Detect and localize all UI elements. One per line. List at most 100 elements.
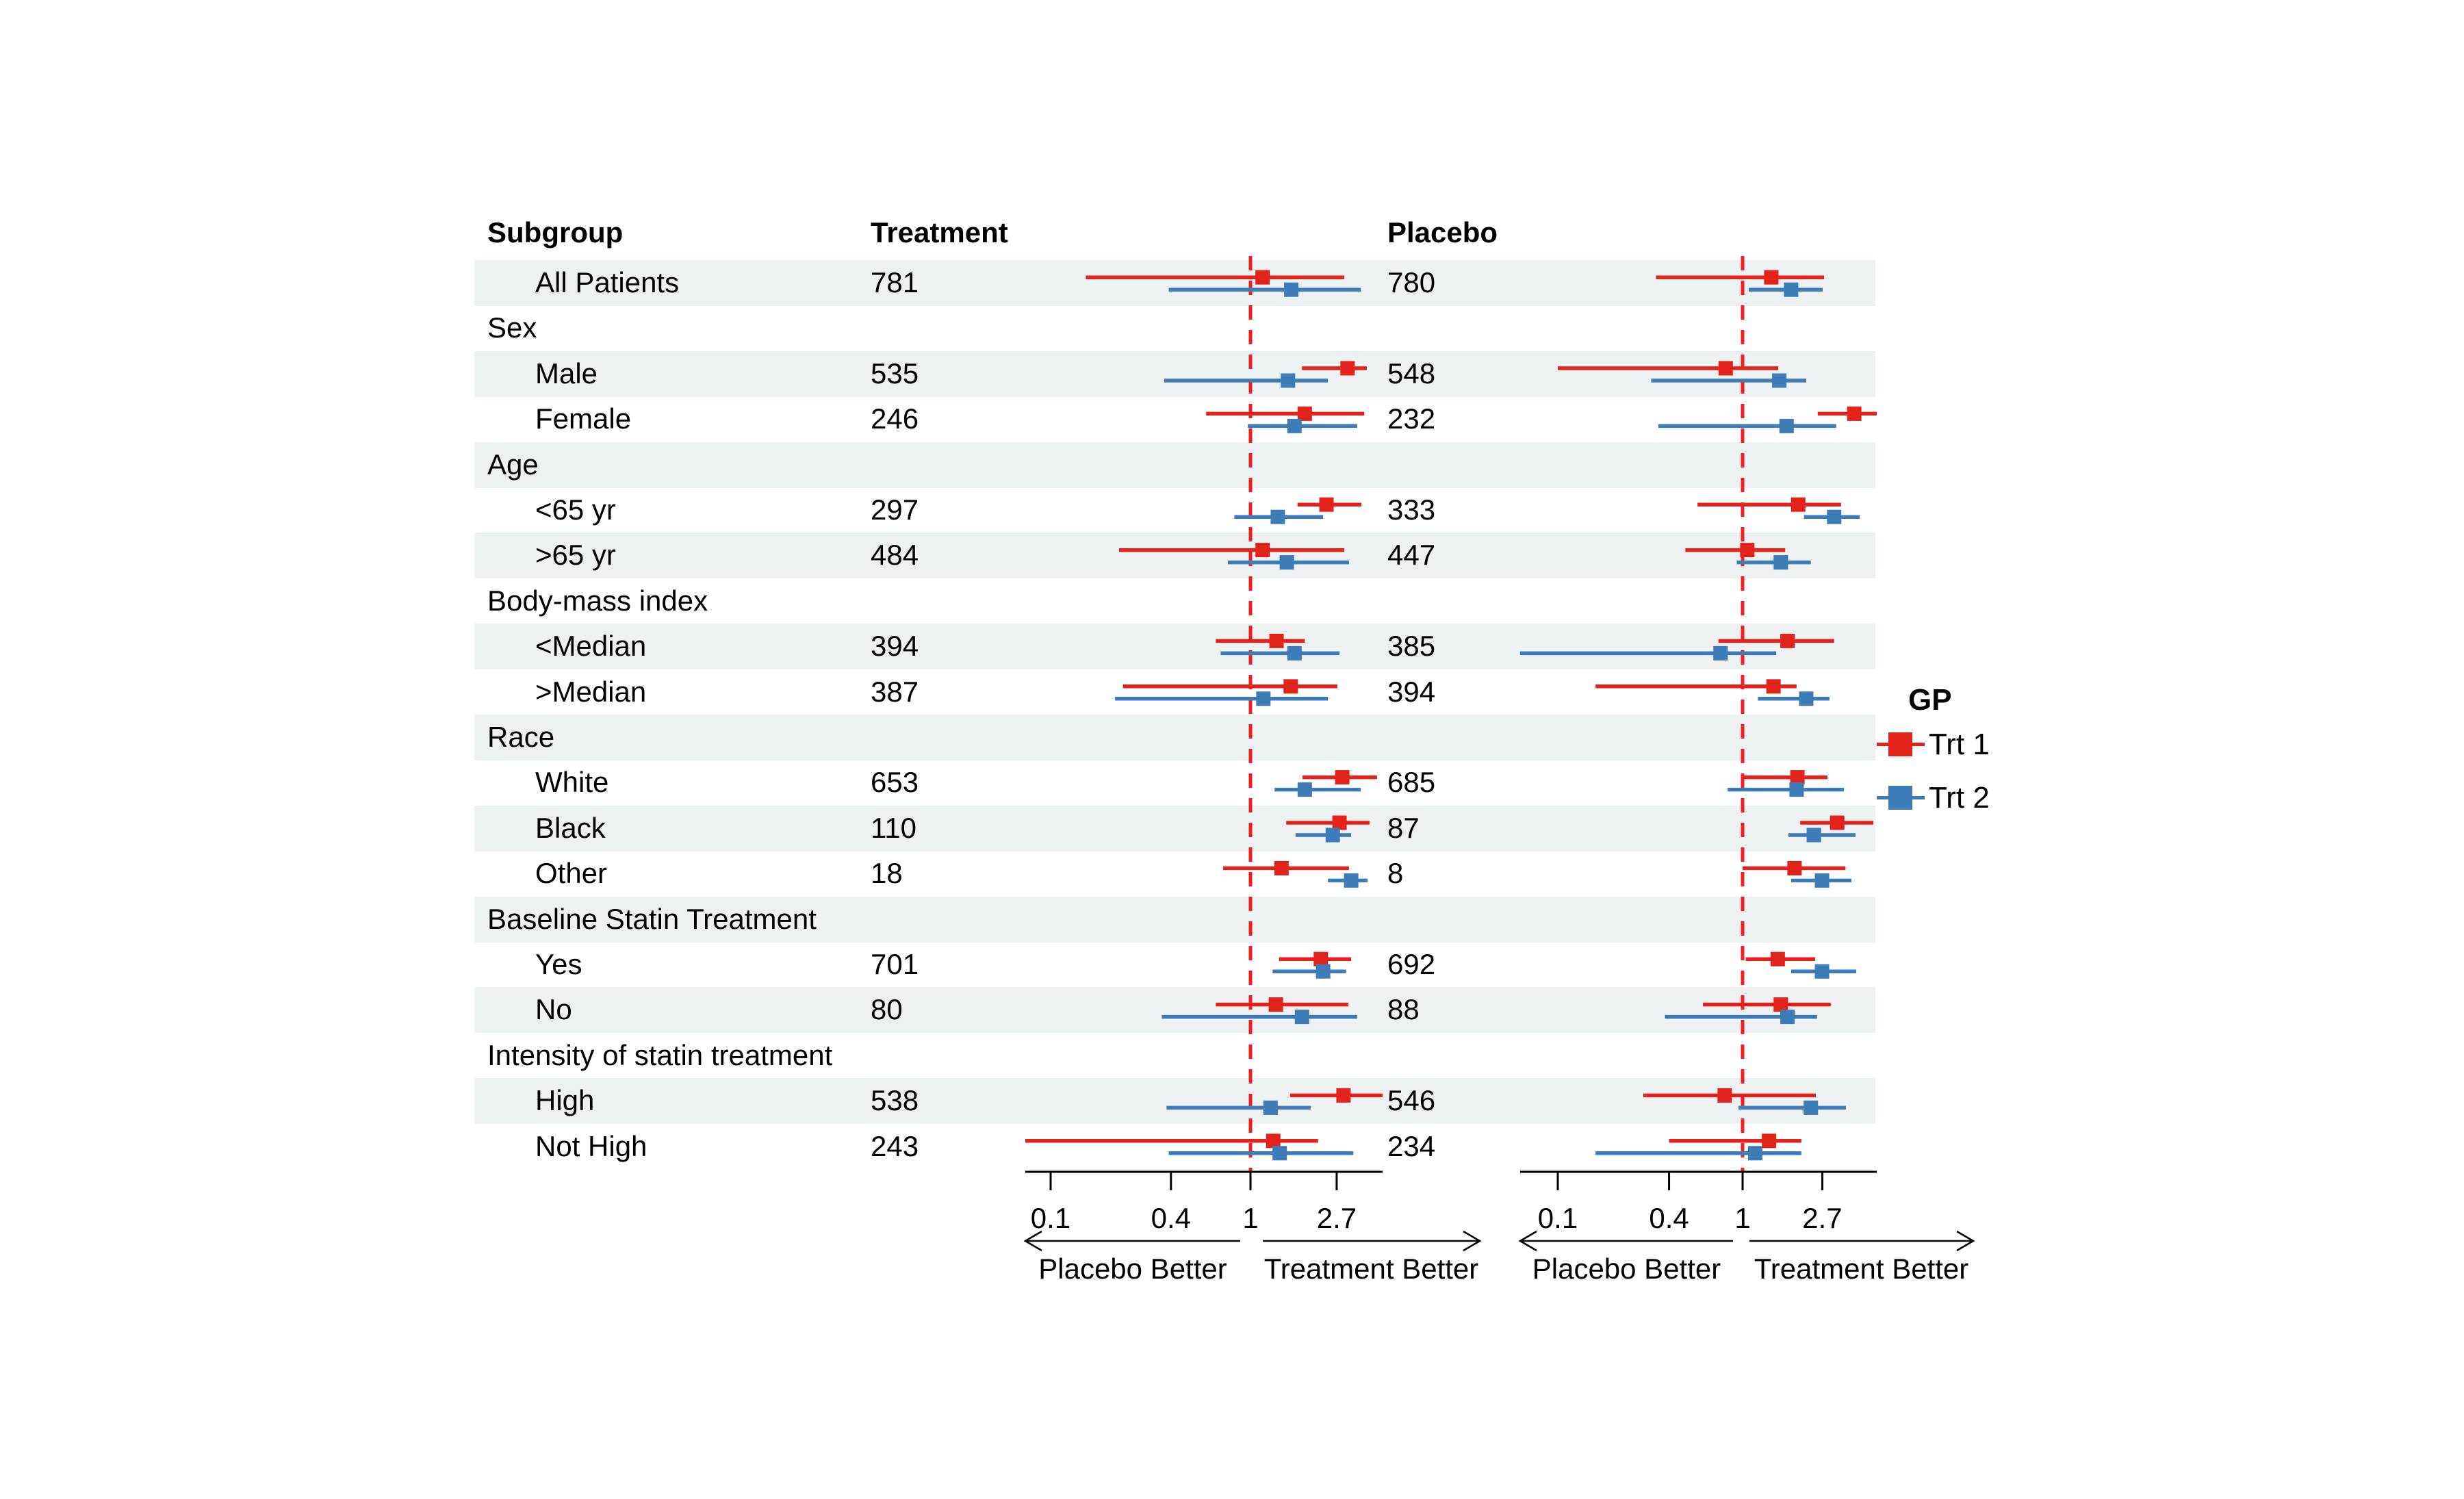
point-estimate-trt2 bbox=[1773, 555, 1788, 570]
row-band bbox=[474, 805, 1875, 851]
point-estimate-trt1 bbox=[1319, 497, 1334, 512]
direction-label-right: Treatment Better bbox=[1754, 1253, 1969, 1285]
placebo-count: 685 bbox=[1387, 766, 1436, 799]
point-estimate-trt2 bbox=[1814, 873, 1830, 888]
point-estimate-trt2 bbox=[1806, 828, 1821, 843]
point-estimate-trt2 bbox=[1784, 282, 1799, 297]
axis-tick-label: 1 bbox=[1734, 1202, 1750, 1234]
point-estimate-trt1 bbox=[1740, 543, 1755, 558]
point-estimate-trt2 bbox=[1279, 555, 1294, 570]
point-estimate-trt1 bbox=[1268, 997, 1283, 1012]
row-band bbox=[474, 350, 1875, 397]
point-estimate-trt2 bbox=[1779, 418, 1794, 433]
legend-title: GP bbox=[1908, 683, 1952, 717]
point-estimate-trt2 bbox=[1713, 645, 1728, 661]
section-label: Baseline Statin Treatment bbox=[487, 902, 817, 935]
point-estimate-trt1 bbox=[1269, 633, 1284, 648]
subgroup-label: Black bbox=[535, 811, 606, 844]
treatment-count: 297 bbox=[871, 494, 919, 526]
direction-label-right: Treatment Better bbox=[1264, 1253, 1479, 1285]
point-estimate-trt2 bbox=[1344, 873, 1359, 888]
treatment-count: 394 bbox=[871, 630, 919, 663]
row-band bbox=[474, 987, 1875, 1034]
placebo-count: 447 bbox=[1387, 539, 1436, 572]
point-estimate-trt2 bbox=[1272, 1146, 1287, 1161]
row-band bbox=[474, 533, 1875, 579]
row-band bbox=[474, 441, 1875, 488]
point-estimate-trt2 bbox=[1814, 964, 1830, 979]
subgroup-label: Not High bbox=[535, 1129, 647, 1162]
point-estimate-trt1 bbox=[1335, 770, 1350, 785]
treatment-count: 243 bbox=[871, 1129, 919, 1162]
axis-tick-label: 2.7 bbox=[1802, 1202, 1842, 1234]
placebo-count: 234 bbox=[1387, 1129, 1436, 1162]
point-estimate-trt2 bbox=[1263, 1100, 1278, 1115]
row-band bbox=[474, 624, 1875, 670]
point-estimate-trt2 bbox=[1827, 509, 1842, 524]
subgroup-label: <65 yr bbox=[535, 494, 616, 526]
placebo-count: 385 bbox=[1387, 630, 1436, 663]
row-band bbox=[474, 260, 1875, 306]
point-estimate-trt1 bbox=[1255, 270, 1270, 285]
section-label: Body-mass index bbox=[487, 584, 708, 617]
subgroup-label: <Median bbox=[535, 630, 647, 663]
direction-label-left: Placebo Better bbox=[1038, 1253, 1227, 1285]
left-arrowhead-icon bbox=[1518, 1230, 1537, 1252]
axis-tick-label: 0.4 bbox=[1649, 1202, 1689, 1234]
section-label: Intensity of statin treatment bbox=[487, 1038, 833, 1071]
subgroup-label: No bbox=[535, 993, 572, 1026]
placebo-count: 87 bbox=[1387, 811, 1420, 844]
left-arrowhead-icon bbox=[1023, 1230, 1042, 1252]
point-estimate-trt2 bbox=[1804, 1100, 1819, 1115]
placebo-count: 88 bbox=[1387, 993, 1420, 1026]
point-estimate-trt2 bbox=[1297, 782, 1312, 797]
point-estimate-trt1 bbox=[1717, 1088, 1732, 1103]
row-band bbox=[474, 896, 1875, 943]
point-estimate-trt2 bbox=[1284, 282, 1299, 297]
treatment-count: 18 bbox=[871, 857, 903, 890]
point-estimate-trt2 bbox=[1799, 691, 1814, 706]
treatment-count: 701 bbox=[871, 948, 919, 980]
axis-tick-label: 2.7 bbox=[1317, 1202, 1357, 1234]
placebo-count: 546 bbox=[1387, 1084, 1436, 1117]
subgroup-label: >Median bbox=[535, 675, 647, 708]
point-estimate-trt2 bbox=[1747, 1146, 1762, 1161]
axis-tick-label: 1 bbox=[1242, 1202, 1258, 1234]
point-estimate-trt1 bbox=[1790, 770, 1805, 785]
point-estimate-trt1 bbox=[1313, 951, 1329, 966]
treatment-count: 484 bbox=[871, 539, 919, 572]
legend-label-trt1: Trt 1 bbox=[1929, 728, 1990, 761]
point-estimate-trt1 bbox=[1764, 270, 1779, 285]
point-estimate-trt2 bbox=[1780, 1010, 1795, 1025]
point-estimate-trt1 bbox=[1332, 815, 1347, 830]
column-header-treatment: Treatment bbox=[871, 216, 1008, 248]
treatment-count: 535 bbox=[871, 357, 919, 389]
point-estimate-trt1 bbox=[1847, 406, 1862, 421]
treatment-count: 538 bbox=[871, 1084, 919, 1117]
placebo-count: 548 bbox=[1387, 357, 1436, 389]
point-estimate-trt2 bbox=[1256, 691, 1271, 706]
point-estimate-trt1 bbox=[1766, 679, 1781, 694]
placebo-count: 394 bbox=[1387, 675, 1436, 708]
legend-trt2-marker-icon bbox=[1888, 786, 1912, 810]
legend-label-trt2: Trt 2 bbox=[1929, 781, 1990, 815]
treatment-count: 387 bbox=[871, 675, 919, 708]
point-estimate-trt1 bbox=[1266, 1133, 1281, 1149]
treatment-count: 246 bbox=[871, 402, 919, 435]
section-label: Age bbox=[487, 448, 539, 481]
axis-tick-label: 0.4 bbox=[1151, 1202, 1191, 1234]
row-band bbox=[474, 1078, 1875, 1125]
section-label: Sex bbox=[487, 311, 537, 344]
point-estimate-trt1 bbox=[1283, 679, 1298, 694]
column-header-placebo: Placebo bbox=[1387, 216, 1498, 248]
placebo-count: 333 bbox=[1387, 494, 1436, 526]
point-estimate-trt1 bbox=[1780, 633, 1795, 648]
subgroup-label: High bbox=[535, 1084, 595, 1117]
point-estimate-trt1 bbox=[1336, 1088, 1351, 1103]
point-estimate-trt2 bbox=[1316, 964, 1331, 979]
treatment-count: 80 bbox=[871, 993, 903, 1026]
point-estimate-trt1 bbox=[1718, 361, 1733, 376]
placebo-count: 780 bbox=[1387, 266, 1436, 298]
point-estimate-trt2 bbox=[1287, 645, 1302, 661]
point-estimate-trt2 bbox=[1772, 373, 1787, 388]
